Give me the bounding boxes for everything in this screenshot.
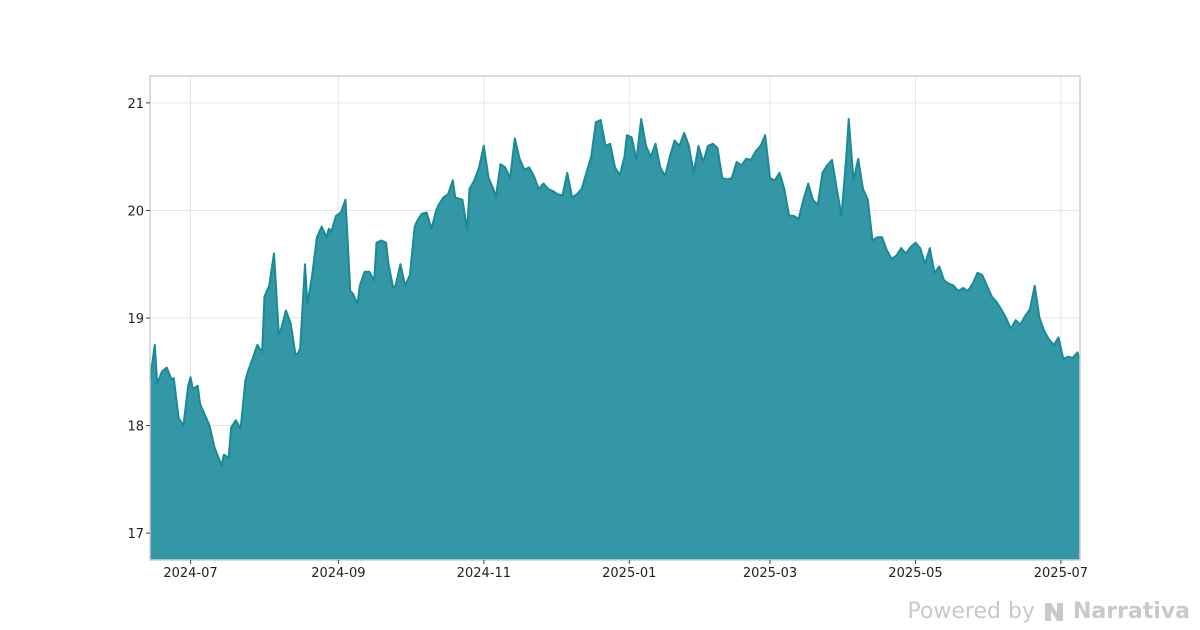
y-tick-label: 21: [127, 97, 144, 112]
powered-by-brand[interactable]: Powered by Narrativa: [907, 599, 1190, 624]
y-tick-label: 19: [127, 312, 144, 327]
x-tick-label: 2024-11: [457, 566, 511, 581]
narrativa-logo-text: Narrativa: [1072, 599, 1190, 624]
x-axis-ticks: 2024-07 2024-09 2024-11 2025-01 2025-03 2025-…: [163, 560, 1088, 581]
powered-by-label: Powered by: [907, 599, 1035, 624]
x-tick-label: 2025-01: [602, 566, 656, 581]
y-tick-label: 20: [127, 204, 144, 219]
narrativa-logo-icon: [1044, 602, 1063, 621]
series-line: [149, 118, 1081, 467]
series-area-fill: [150, 119, 1080, 560]
x-tick-label: 2025-05: [888, 566, 942, 581]
x-tick-label: 2024-09: [311, 566, 365, 581]
y-tick-label: 18: [127, 420, 144, 435]
x-tick-label: 2024-07: [163, 566, 217, 581]
y-tick-label: 17: [127, 527, 144, 542]
x-tick-label: 2025-03: [743, 566, 797, 581]
x-tick-label: 2025-07: [1034, 566, 1088, 581]
y-axis-ticks: 17 18 19 20 21: [127, 97, 150, 542]
